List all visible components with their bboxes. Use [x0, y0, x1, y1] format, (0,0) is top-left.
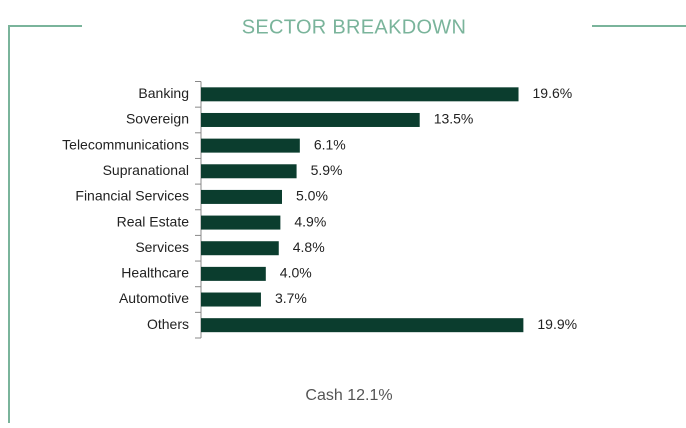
category-label: Supranational	[103, 162, 189, 178]
footer: Cash 12.1%	[305, 387, 392, 404]
category-label: Sovereign	[126, 111, 189, 127]
bar	[201, 215, 281, 230]
bar	[201, 292, 261, 307]
category-label: Financial Services	[75, 188, 189, 204]
value-label: 4.9%	[294, 213, 326, 229]
category-label: Telecommunications	[62, 136, 189, 152]
value-label: 5.9%	[311, 162, 343, 178]
value-label: 5.0%	[296, 188, 328, 204]
value-label: 19.6%	[533, 85, 573, 101]
category-label: Real Estate	[117, 213, 190, 229]
bar	[201, 164, 297, 179]
bar	[201, 189, 282, 204]
value-label: 4.8%	[293, 239, 325, 255]
value-label: 6.1%	[314, 136, 346, 152]
value-label: 13.5%	[434, 111, 474, 127]
bar	[201, 318, 524, 333]
bar	[201, 112, 420, 127]
chart-title: SECTOR BREAKDOWN	[242, 16, 466, 38]
category-label: Services	[135, 239, 189, 255]
category-label: Automotive	[119, 290, 189, 306]
value-label: 3.7%	[275, 290, 307, 306]
bar	[201, 138, 300, 153]
bar	[201, 87, 519, 102]
value-label: 4.0%	[280, 265, 312, 281]
bar	[201, 241, 279, 256]
category-label: Healthcare	[121, 265, 189, 281]
category-label: Others	[147, 316, 189, 332]
value-label: 19.9%	[537, 316, 577, 332]
bar	[201, 266, 266, 281]
category-label: Banking	[138, 85, 189, 101]
